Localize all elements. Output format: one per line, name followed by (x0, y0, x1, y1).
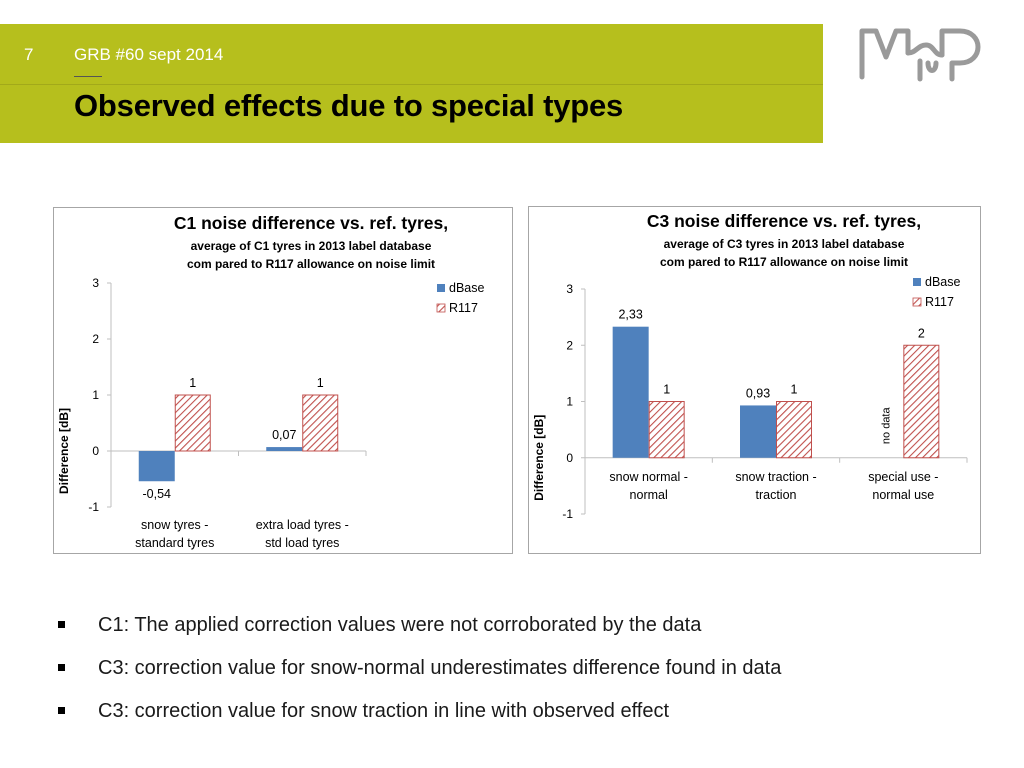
c1-chart-svg: C1 noise difference vs. ref. tyres, avera… (57, 213, 484, 550)
c3-y-tick-label: 3 (566, 282, 573, 296)
c1-y-tick-label: 3 (92, 276, 99, 290)
c1-category-label: standard tyres (135, 536, 214, 550)
c3-category-label: special use - (868, 470, 938, 484)
c1-legend-swatch-r117 (436, 303, 446, 313)
c1-bar-dbase (138, 451, 175, 482)
c1-bar-r117 (302, 394, 339, 452)
header-band (0, 24, 823, 143)
c1-y-axis-label: Difference [dB] (57, 408, 71, 494)
bullet-text: C1: The applied correction values were n… (98, 614, 702, 636)
c1-legend-swatch-dbase (437, 284, 445, 292)
c1-category-label: std load tyres (265, 536, 339, 550)
page-title: Observed effects due to special types (74, 88, 624, 123)
bullet-item: C3: correction value for snow-normal und… (58, 647, 781, 690)
c3-data-label: 0,93 (746, 386, 770, 400)
c1-data-label: 1 (189, 376, 196, 390)
c3-y-tick-label: 1 (566, 395, 573, 409)
bullet-list: C1: The applied correction values were n… (58, 604, 781, 733)
c3-y-axis-label: Difference [dB] (532, 415, 546, 501)
logo-icon (859, 28, 981, 82)
c1-title: C1 noise difference vs. ref. tyres, (174, 213, 448, 233)
c1-legend-label: dBase (449, 281, 484, 295)
header-divider (0, 84, 823, 85)
c3-category-label: snow traction - (735, 470, 816, 484)
c3-legend-swatch-r117 (912, 297, 922, 307)
bullet-square-icon (58, 707, 65, 714)
bullet-text: C3: correction value for snow traction i… (98, 700, 670, 722)
c3-legend-label: dBase (925, 275, 960, 289)
c1-category-label: snow tyres - (141, 518, 208, 532)
c3-chart: C3 noise difference vs. ref. tyres, avera… (528, 206, 981, 554)
c3-data-label: 2 (918, 326, 925, 340)
c3-y-tick-label: -1 (562, 507, 573, 521)
c3-chart-svg: C3 noise difference vs. ref. tyres, avera… (532, 211, 968, 521)
c3-data-label: 1 (791, 383, 798, 397)
c3-category-label: traction (756, 488, 797, 502)
c1-subtitle-line: average of C1 tyres in 2013 label databa… (191, 239, 432, 253)
bullet-square-icon (58, 664, 65, 671)
c1-data-label: -0,54 (143, 487, 172, 501)
c3-y-tick-label: 0 (566, 451, 573, 465)
bullet-square-icon (58, 621, 65, 628)
c3-legend-label: R117 (925, 295, 954, 309)
c3-category-label: normal use (872, 488, 934, 502)
bullet-item: C1: The applied correction values were n… (58, 604, 781, 647)
c3-bar-dbase (612, 326, 649, 458)
header-subtitle: GRB #60 sept 2014 (74, 45, 224, 64)
c1-chart: C1 noise difference vs. ref. tyres, avera… (53, 207, 513, 554)
bullet-text: C3: correction value for snow-normal und… (98, 657, 782, 679)
c3-bar-r117 (903, 344, 940, 459)
c1-y-tick-label: 0 (92, 444, 99, 458)
c3-data-label: 2,33 (618, 308, 642, 322)
c1-y-tick-label: 1 (92, 388, 99, 402)
c3-bar-dbase (740, 405, 776, 458)
c3-subtitle-line: com pared to R117 allowance on noise lim… (660, 255, 908, 269)
c1-category-label: extra load tyres - (256, 518, 349, 532)
c3-title: C3 noise difference vs. ref. tyres, (647, 211, 921, 231)
c1-subtitle-line: com pared to R117 allowance on noise lim… (187, 257, 435, 271)
c3-y-tick-label: 2 (566, 338, 573, 352)
bullet-item: C3: correction value for snow traction i… (58, 690, 781, 733)
c1-y-tick-label: -1 (88, 500, 99, 514)
c3-bar-r117 (648, 401, 685, 459)
c1-bar-dbase (266, 447, 303, 451)
c3-no-data-annotation: no data (880, 407, 892, 445)
c1-data-label: 1 (317, 376, 324, 390)
c1-data-label: 0,07 (272, 428, 296, 442)
c1-bar-r117 (174, 394, 211, 452)
c3-legend-swatch-dbase (913, 278, 921, 286)
c3-category-label: snow normal - (609, 470, 688, 484)
subtitle-rule (74, 76, 102, 77)
c3-subtitle-line: average of C3 tyres in 2013 label databa… (664, 237, 905, 251)
c3-category-label: normal (630, 488, 668, 502)
slide-number: 7 (24, 45, 34, 64)
c3-bar-r117 (776, 401, 812, 459)
c1-y-tick-label: 2 (92, 332, 99, 346)
c3-data-label: 1 (663, 383, 670, 397)
c1-legend-label: R117 (449, 301, 478, 315)
